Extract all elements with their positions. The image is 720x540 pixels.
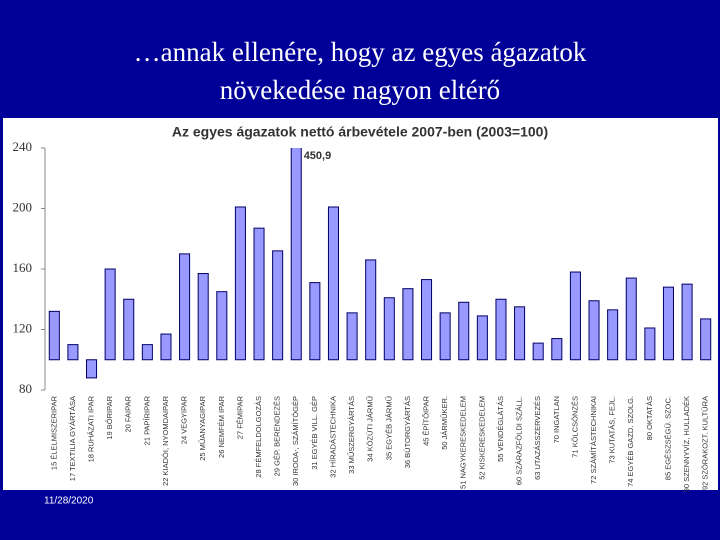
y-tick-label: 80 bbox=[19, 381, 32, 396]
x-tick-label: 80 OKTATÁS bbox=[645, 396, 654, 440]
date: 11/28/2020 bbox=[44, 496, 94, 507]
bar bbox=[532, 342, 544, 361]
bar bbox=[681, 283, 693, 361]
bar bbox=[290, 148, 302, 361]
x-tick-label: 60 SZÁRAZFÖLDI SZÁLL. bbox=[515, 396, 524, 485]
bar bbox=[272, 250, 284, 361]
x-tick-label: 36 BÚTORGYÁRTÁS bbox=[403, 396, 412, 468]
bar bbox=[197, 273, 209, 361]
x-tick-label: 18 RUHÁZATI IPAR bbox=[87, 395, 96, 462]
bar bbox=[551, 338, 563, 361]
bar bbox=[383, 297, 395, 361]
x-tick-label: 45 ÉPÍTŐIPAR bbox=[422, 395, 431, 445]
bar bbox=[253, 227, 265, 361]
bar bbox=[160, 333, 172, 361]
bar bbox=[216, 291, 228, 361]
bars bbox=[48, 148, 712, 379]
bar bbox=[86, 359, 98, 379]
x-tick-label: 35 EGYÉB JÁRMŰ bbox=[384, 396, 393, 460]
value-label: 450,9 bbox=[304, 150, 332, 162]
bar bbox=[607, 309, 619, 361]
x-tick-label: 20 FAIPAR bbox=[124, 395, 133, 432]
y-tick-label: 120 bbox=[13, 320, 33, 335]
x-tick-label: 22 KIADÓI, NYOMDAIPAR bbox=[161, 395, 170, 485]
chart-title: Az egyes ágazatok nettó árbevétele 2007-… bbox=[172, 124, 548, 140]
y-tick-label: 200 bbox=[13, 199, 33, 214]
bar bbox=[625, 277, 637, 361]
bar bbox=[476, 315, 488, 361]
bar bbox=[569, 271, 581, 361]
bar bbox=[458, 301, 470, 361]
bar bbox=[123, 298, 135, 361]
bar bbox=[588, 300, 600, 361]
x-tick-label: 19 BŐRIPAR bbox=[105, 395, 114, 439]
x-tick-label: 33 MŰSZERGYÁRTÁS bbox=[347, 396, 356, 474]
x-tick-label: 74 EGYÉB GAZD. SZOLG. bbox=[626, 396, 635, 487]
x-tick-label: 32 HÍRADÁSTECHNIKA bbox=[328, 396, 337, 478]
x-tick-label: 63 UTAZÁSSZERVEZÉS bbox=[533, 396, 542, 480]
bar bbox=[48, 310, 60, 361]
x-tick-label: 70 INGATLAN bbox=[552, 396, 561, 443]
x-tick-label: 31 EGYÉB VILL. GÉP bbox=[310, 396, 319, 470]
x-tick-label: 24 VEGYIPAR bbox=[180, 395, 189, 444]
x-tick-label: 27 FÉMIPAR bbox=[235, 395, 244, 439]
x-tick-label: 85 EGÉSZSÉGÜ. SZOC. bbox=[663, 396, 672, 480]
x-tick-label: 55 VENDÉGLÁTÁS bbox=[496, 396, 505, 462]
x-tick-label: 26 NEMFÉM IPAR bbox=[217, 395, 226, 458]
x-tick-label: 92 SZÓRAKOZT. KULTÚRA bbox=[701, 396, 710, 490]
bar bbox=[309, 282, 321, 361]
y-tick-label: 240 bbox=[13, 139, 33, 154]
bar bbox=[179, 253, 191, 361]
x-tick-label: 50 JÁRMŰKER. bbox=[440, 396, 449, 450]
x-tick-label: 34 KÖZÚTI JÁRMŰ bbox=[366, 396, 375, 462]
x-tick-label: 30 IRODA-, SZÁMÍTÓGÉP bbox=[291, 396, 300, 486]
x-tick-label: 52 KISKERESKEDELEM bbox=[477, 396, 486, 480]
bar bbox=[327, 206, 339, 361]
y-tick-label: 160 bbox=[13, 260, 33, 275]
x-tick-label: 72 SZÁMÍTÁSTECHNIKAI bbox=[589, 396, 598, 484]
bar bbox=[346, 312, 358, 361]
bar bbox=[439, 312, 451, 361]
x-tick-label: 17 TEXTILIA GYÁRTÁSA bbox=[68, 396, 77, 481]
bar bbox=[67, 344, 79, 361]
x-tick-label: 21 PAPÍRIPAR bbox=[142, 395, 151, 445]
x-tick-label: 90 SZENNYVÍZ, HULLADÉK bbox=[682, 396, 691, 492]
bar bbox=[234, 206, 246, 361]
slide-title: növekedése nagyon eltérő bbox=[220, 75, 500, 105]
bar bbox=[365, 259, 377, 361]
x-tick-label: 25 MŰANYAGIPAR bbox=[198, 395, 207, 460]
bar bbox=[402, 288, 414, 361]
x-tick-label: 51 NAGYKERESKEDELEM bbox=[459, 396, 468, 489]
bar bbox=[662, 286, 674, 361]
bar bbox=[700, 318, 712, 361]
bar bbox=[514, 306, 526, 361]
bar bbox=[421, 279, 433, 361]
bar bbox=[644, 327, 656, 361]
bar bbox=[141, 344, 153, 361]
x-tick-label: 29 GÉP. BERENDEZÉS bbox=[273, 396, 282, 476]
bar bbox=[495, 298, 507, 361]
x-tick-label: 15 ÉLELMISZERIPAR bbox=[49, 395, 58, 470]
x-tick-label: 73 KUTATÁS, FEJL. bbox=[608, 396, 617, 464]
slide-title: …annak ellenére, hogy az egyes ágazatok bbox=[134, 37, 587, 67]
bar bbox=[104, 268, 116, 361]
x-tick-label: 71 KÖLCSÖNZÉS bbox=[570, 396, 579, 458]
x-tick-label: 28 FÉMFELDOLGOZÁS bbox=[254, 396, 263, 478]
